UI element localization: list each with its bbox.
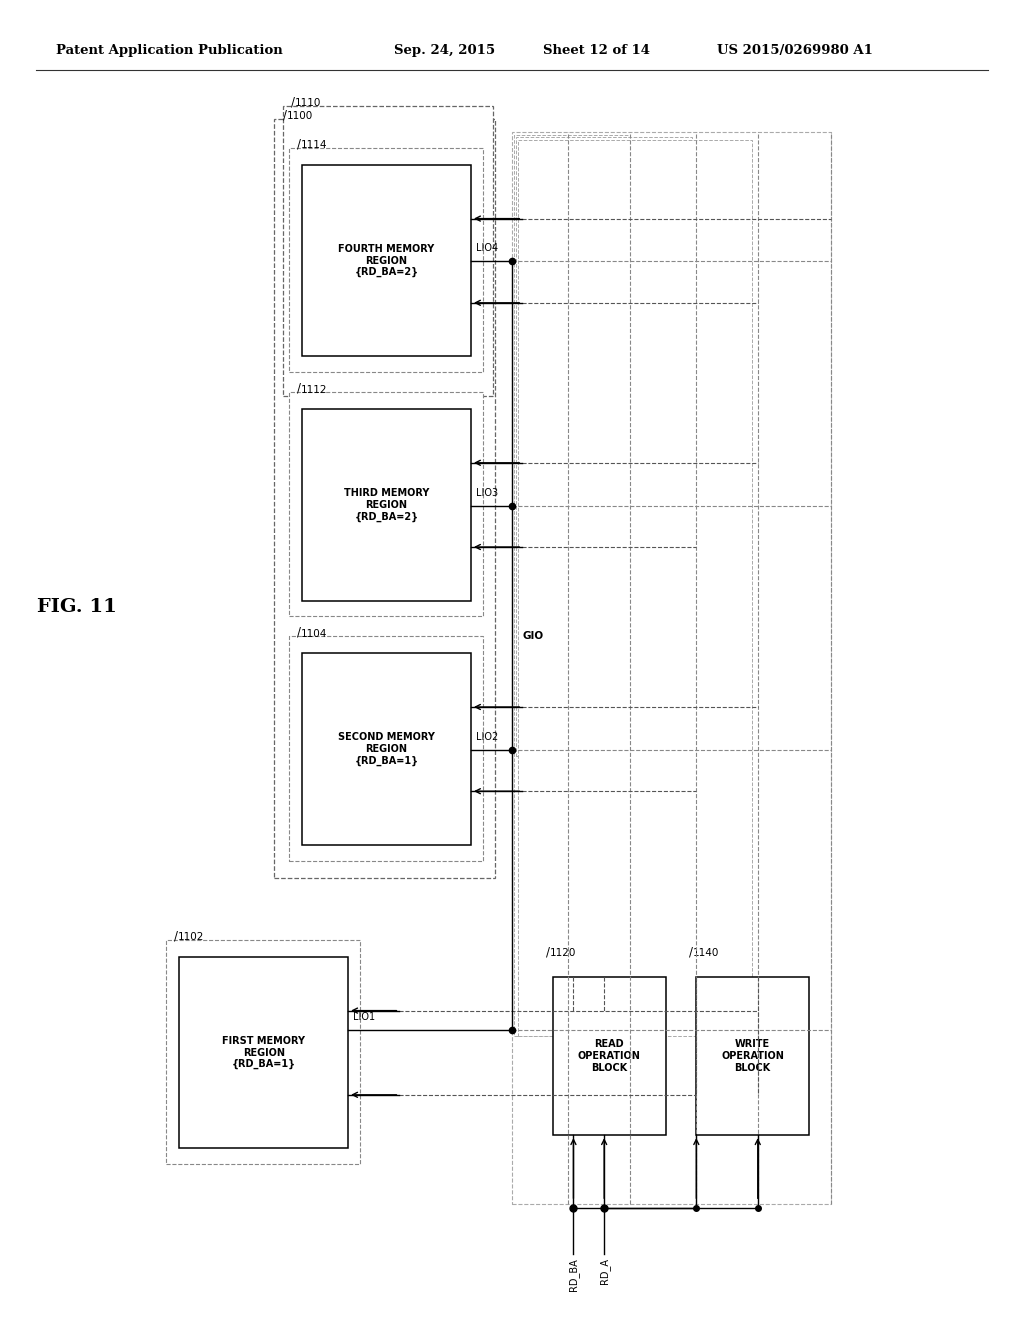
Text: FIRST MEMORY
REGION
{RD_BA=1}: FIRST MEMORY REGION {RD_BA=1} [222, 1036, 305, 1069]
Text: /: / [546, 945, 550, 958]
Bar [553, 977, 666, 1135]
Bar [283, 106, 493, 396]
Bar [681, 956, 824, 1151]
Text: Sep. 24, 2015: Sep. 24, 2015 [394, 44, 496, 57]
Text: /: / [174, 929, 178, 942]
Text: Patent Application Publication: Patent Application Publication [56, 44, 283, 57]
Text: 1114: 1114 [301, 140, 328, 150]
Text: /: / [297, 137, 301, 150]
Text: WRITE
OPERATION
BLOCK: WRITE OPERATION BLOCK [721, 1039, 784, 1073]
Text: FOURTH MEMORY
REGION
{RD_BA=2}: FOURTH MEMORY REGION {RD_BA=2} [339, 244, 434, 277]
Text: 1104: 1104 [301, 628, 328, 639]
Bar [166, 940, 360, 1164]
Bar [696, 977, 809, 1135]
Text: LIO1: LIO1 [353, 1011, 376, 1022]
Text: 1100: 1100 [287, 111, 313, 121]
Text: /: / [283, 108, 287, 121]
Text: LIO3: LIO3 [476, 487, 499, 498]
Text: FIG. 11: FIG. 11 [37, 598, 117, 616]
Text: THIRD MEMORY
REGION
{RD_BA=2}: THIRD MEMORY REGION {RD_BA=2} [344, 488, 429, 521]
Text: RD_BA: RD_BA [568, 1258, 579, 1291]
Bar [289, 636, 483, 861]
Text: 1120: 1120 [550, 948, 577, 958]
Text: US 2015/0269980 A1: US 2015/0269980 A1 [717, 44, 872, 57]
Bar [302, 409, 471, 601]
Text: 1112: 1112 [301, 384, 328, 395]
Bar [274, 119, 495, 878]
Text: /: / [689, 945, 693, 958]
Text: /: / [297, 626, 301, 639]
Text: 1110: 1110 [295, 98, 322, 108]
Text: 1140: 1140 [693, 948, 720, 958]
Bar [289, 148, 483, 372]
Text: 1102: 1102 [178, 932, 205, 942]
Bar [289, 392, 483, 616]
Bar [512, 132, 831, 1204]
Bar [179, 957, 348, 1148]
Bar [302, 653, 471, 845]
Bar [302, 165, 471, 356]
Bar [518, 140, 752, 1036]
Bar [516, 137, 692, 756]
Text: RD_A: RD_A [599, 1258, 609, 1284]
Text: SECOND MEMORY
REGION
{RD_BA=1}: SECOND MEMORY REGION {RD_BA=1} [338, 733, 435, 766]
Text: GIO: GIO [522, 631, 544, 642]
Text: READ
OPERATION
BLOCK: READ OPERATION BLOCK [578, 1039, 641, 1073]
Bar [514, 135, 628, 1036]
Bar [538, 956, 681, 1151]
Text: /: / [297, 381, 301, 395]
Text: LIO4: LIO4 [476, 243, 499, 253]
Text: Sheet 12 of 14: Sheet 12 of 14 [543, 44, 649, 57]
Text: LIO2: LIO2 [476, 731, 499, 742]
Text: /: / [291, 95, 295, 108]
